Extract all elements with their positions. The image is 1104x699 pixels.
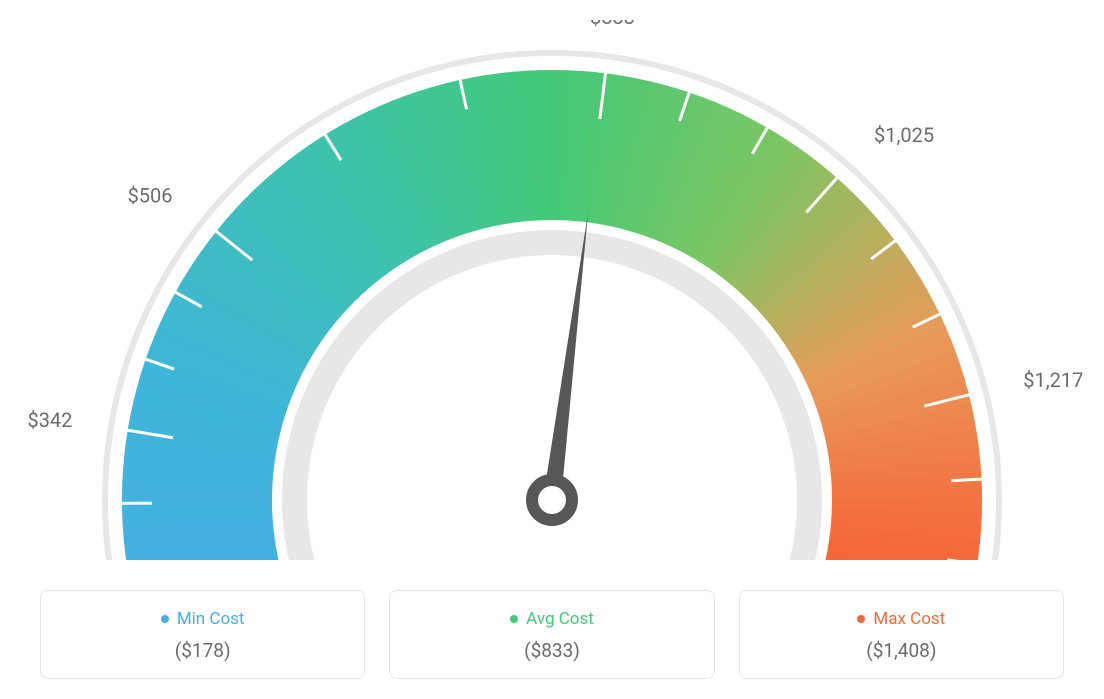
dot-icon [161, 615, 169, 623]
legend-label-text: Max Cost [873, 609, 945, 629]
legend-card-avg: Avg Cost ($833) [389, 590, 714, 679]
svg-text:$1,217: $1,217 [1023, 368, 1083, 392]
legend-label-avg: Avg Cost [406, 609, 697, 629]
legend-value-min: ($178) [57, 639, 348, 662]
dot-icon [857, 615, 865, 623]
legend-row: Min Cost ($178) Avg Cost ($833) Max Cost… [20, 590, 1084, 679]
svg-text:$833: $833 [590, 20, 635, 29]
legend-card-max: Max Cost ($1,408) [739, 590, 1064, 679]
svg-text:$342: $342 [27, 408, 72, 432]
gauge-svg: $178$342$506$833$1,025$1,217$1,408 [20, 20, 1084, 560]
svg-text:$506: $506 [128, 183, 173, 207]
legend-label-text: Avg Cost [526, 609, 594, 629]
legend-label-max: Max Cost [756, 609, 1047, 629]
legend-card-min: Min Cost ($178) [40, 590, 365, 679]
legend-label-text: Min Cost [177, 609, 245, 629]
dot-icon [510, 615, 518, 623]
legend-label-min: Min Cost [57, 609, 348, 629]
legend-value-avg: ($833) [406, 639, 697, 662]
gauge-chart: $178$342$506$833$1,025$1,217$1,408 Min C… [20, 20, 1084, 679]
svg-text:$1,025: $1,025 [874, 123, 934, 147]
legend-value-max: ($1,408) [756, 639, 1047, 662]
